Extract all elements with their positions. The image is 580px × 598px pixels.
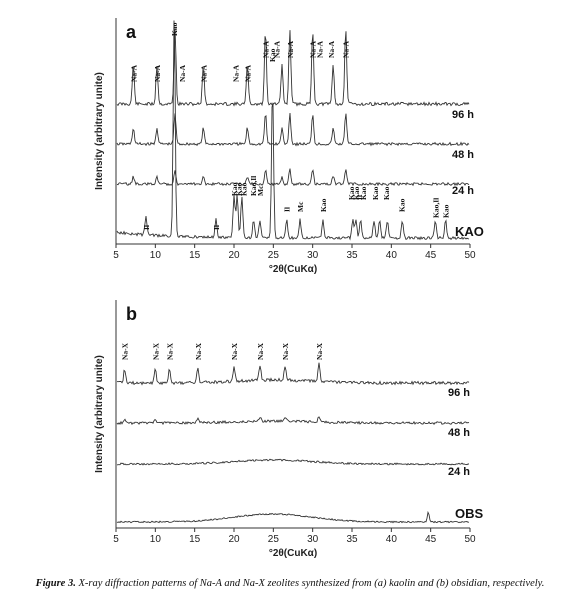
peak-annotation: Na-A — [286, 40, 295, 58]
series-label: 96 h — [448, 387, 470, 399]
peak-annotation: Na-X — [194, 342, 203, 360]
x-axis-label: °2θ(CuKα) — [269, 264, 317, 275]
peak-annotation: Kao — [235, 182, 244, 196]
series-line — [116, 416, 470, 426]
x-tick-label: 5 — [113, 250, 119, 261]
peak-annotation: Kao,Il — [431, 198, 440, 218]
x-tick-label: 10 — [150, 534, 162, 545]
peak-annotation: Na-X — [165, 342, 174, 360]
series-label: 96 h — [452, 109, 474, 121]
peak-annotation: Na-A — [199, 64, 208, 82]
figure-caption-label: Figure 3. — [35, 578, 76, 589]
peak-annotation: Na-A — [342, 40, 351, 58]
y-axis-label: Intensity (arbitrary unite) — [94, 72, 105, 190]
figure-caption-text: X-ray diffraction patterns of Na-A and N… — [75, 578, 545, 589]
x-tick-label: 45 — [425, 250, 437, 261]
x-tick-label: 5 — [113, 534, 119, 545]
peak-annotation: Mc — [256, 185, 265, 196]
peak-annotation: Na-A — [272, 40, 281, 58]
x-tick-label: 40 — [386, 534, 398, 545]
peak-annotation: Na-A — [232, 64, 241, 82]
series-label: OBS — [455, 506, 484, 521]
series-line — [116, 510, 470, 524]
peak-annotation: Na-A — [261, 40, 270, 58]
panel-letter: a — [126, 22, 137, 42]
panel-b: 5 10 15 20 25 30 35 40 45 50 °2θ(CuKα) Intensity (a… — [94, 300, 484, 559]
x-tick-label: 20 — [228, 534, 240, 545]
x-tick-label: 15 — [189, 250, 201, 261]
y-axis-label: Intensity (arbitrary unite) — [94, 355, 105, 473]
series-label: 48 h — [452, 149, 474, 161]
x-tick-label: 30 — [307, 250, 319, 261]
peak-annotation: Kao — [230, 182, 239, 196]
x-tick-label: 25 — [268, 534, 280, 545]
x-tick-label: 50 — [464, 534, 476, 545]
series-line — [116, 362, 470, 386]
panel-a: 5 10 15 20 25 30 35 40 45 50 °2θ(CuKα) Intensity (a… — [94, 18, 484, 275]
peak-annotation: Na-A — [309, 40, 318, 58]
series-line — [116, 168, 470, 187]
peak-annotation: Mc — [296, 201, 305, 212]
series-label: 24 h — [448, 466, 470, 478]
peak-annotation: Na-X — [121, 342, 130, 360]
series-label: KAO — [455, 224, 484, 239]
peak-annotation: Na-A — [153, 64, 162, 82]
series-line — [116, 112, 470, 147]
x-tick-label: 35 — [346, 250, 358, 261]
peak-annotation: Na-A — [316, 40, 325, 58]
peak-annotation: Kao — [352, 186, 361, 200]
peak-annotation: Il — [355, 195, 364, 200]
x-tick-label: 10 — [150, 250, 162, 261]
x-tick-label: 20 — [228, 250, 240, 261]
peak-annotation: Kao — [398, 198, 407, 212]
x-tick-label: 30 — [307, 534, 319, 545]
x-tick-label: 25 — [268, 250, 280, 261]
figure-caption: Figure 3. X-ray diffraction patterns of … — [0, 578, 580, 589]
peak-annotation: Kao — [239, 182, 248, 196]
peak-annotation: Kao — [268, 48, 277, 62]
peak-annotation: Na-X — [256, 342, 265, 360]
peak-annotation: Kao — [359, 186, 368, 200]
peak-annotation: Na-A — [178, 64, 187, 82]
x-tick-label: 15 — [189, 534, 201, 545]
peak-annotation: Kao — [319, 198, 328, 212]
series-label: 48 h — [448, 427, 470, 439]
peak-annotation: Na-X — [151, 342, 160, 360]
peak-annotation: Il — [142, 225, 151, 230]
peak-annotation: Na-X — [230, 342, 239, 360]
peak-annotation: Il — [283, 207, 292, 212]
peak-annotation: Kao — [347, 186, 356, 200]
peak-annotation: Na-A — [129, 64, 138, 82]
x-axis-label: °2θ(CuKα) — [269, 548, 317, 559]
x-tick-label: 50 — [464, 250, 476, 261]
peak-annotation: Kao,Il — [249, 176, 258, 196]
panel-letter: b — [126, 304, 137, 324]
x-tick-label: 35 — [346, 534, 358, 545]
peak-annotation: Kao — [382, 186, 391, 200]
series-line — [116, 28, 470, 107]
peak-annotation: Kao — [170, 22, 179, 36]
peak-annotation: Il — [212, 225, 221, 230]
series-line — [116, 20, 470, 241]
peak-annotation: Kao — [371, 186, 380, 200]
x-tick-label: 45 — [425, 534, 437, 545]
peak-annotation: Kao — [442, 204, 451, 218]
series-label: 24 h — [452, 185, 474, 197]
peak-annotation: Na-X — [315, 342, 324, 360]
x-tick-label: 40 — [386, 250, 398, 261]
peak-annotation: Na-A — [327, 40, 336, 58]
peak-annotation: Na-A — [243, 64, 252, 82]
peak-annotation: Na-X — [281, 342, 290, 360]
series-line — [116, 458, 469, 466]
